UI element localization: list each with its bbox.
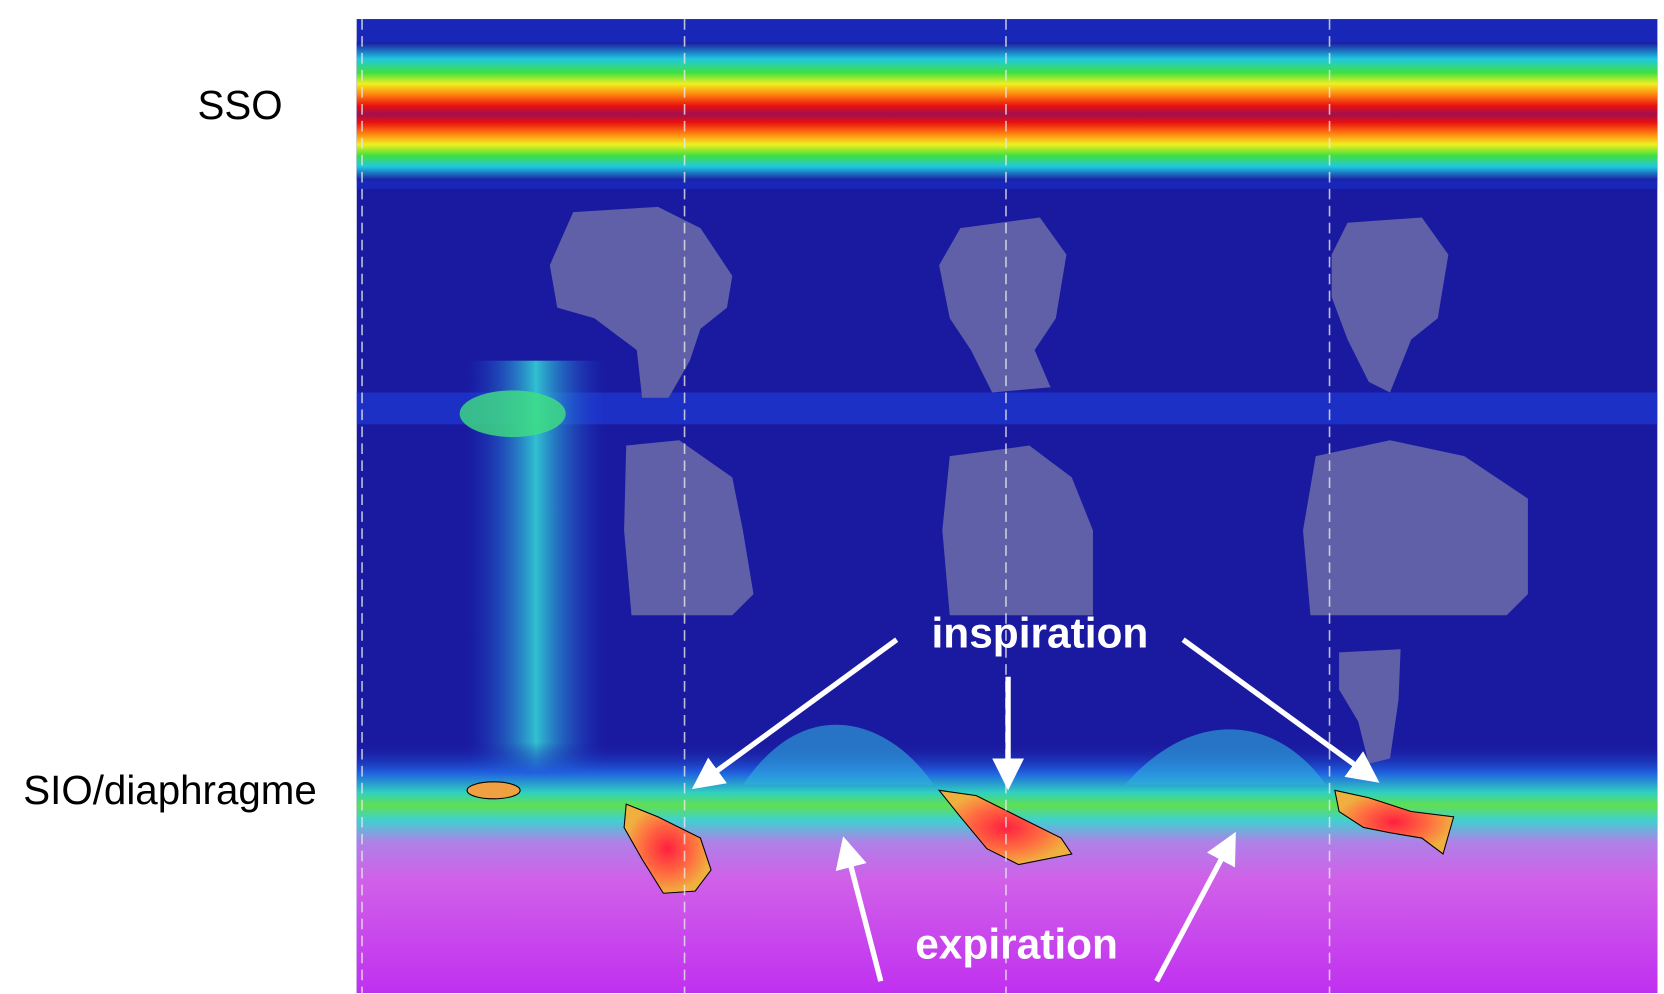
green-spot (460, 390, 566, 437)
inspiration-label: inspiration (932, 610, 1149, 657)
page: {"labels": {"upper": "SSO", "lower": "SI… (0, 0, 1664, 994)
sio-label: SIO/diaphragme (23, 768, 316, 813)
sso-label: SSO (198, 83, 283, 128)
sso-band (357, 42, 1658, 180)
hot-spot (467, 782, 520, 799)
heatmap (357, 19, 1658, 993)
expiration-label: expiration (915, 921, 1118, 968)
figure: SSO SIO/diaphragme inspiration expiratio… (0, 0, 1664, 994)
